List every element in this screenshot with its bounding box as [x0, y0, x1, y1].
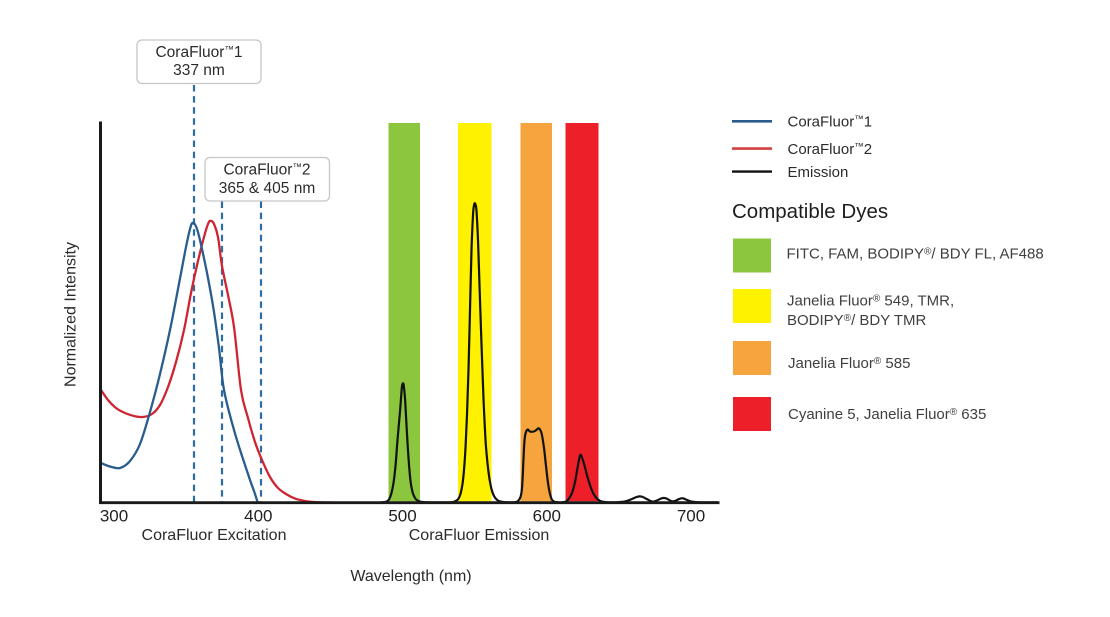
svg-text:CoraFluor™1: CoraFluor™1	[788, 114, 873, 131]
svg-text:CoraFluor Excitation: CoraFluor Excitation	[142, 527, 287, 544]
svg-text:Emission: Emission	[788, 164, 849, 181]
svg-text:500: 500	[388, 507, 416, 526]
svg-text:400: 400	[244, 507, 272, 526]
svg-text:337 nm: 337 nm	[173, 62, 225, 79]
svg-text:FITC, FAM, BODIPY®/ BDY FL, AF: FITC, FAM, BODIPY®/ BDY FL, AF488	[787, 246, 1044, 263]
svg-text:Janelia Fluor® 585: Janelia Fluor® 585	[788, 355, 910, 372]
svg-text:Cyanine 5, Janelia Fluor® 635: Cyanine 5, Janelia Fluor® 635	[788, 406, 986, 423]
svg-text:700: 700	[677, 507, 705, 526]
svg-text:CoraFluor Emission: CoraFluor Emission	[409, 527, 549, 544]
svg-text:300: 300	[100, 507, 128, 526]
svg-text:600: 600	[533, 507, 561, 526]
svg-text:Janelia Fluor® 549, TMR,: Janelia Fluor® 549, TMR,	[787, 293, 954, 310]
svg-text:Compatible Dyes: Compatible Dyes	[732, 200, 888, 223]
svg-text:BODIPY®/ BDY TMR: BODIPY®/ BDY TMR	[787, 312, 927, 329]
svg-text:365 & 405 nm: 365 & 405 nm	[219, 180, 316, 197]
svg-text:Normalized Intensity: Normalized Intensity	[63, 242, 80, 387]
svg-text:Wavelength (nm): Wavelength (nm)	[350, 568, 471, 585]
svg-text:CoraFluor™1: CoraFluor™1	[155, 44, 242, 61]
svg-text:CoraFluor™2: CoraFluor™2	[788, 141, 873, 158]
svg-text:CoraFluor™2: CoraFluor™2	[223, 162, 310, 179]
